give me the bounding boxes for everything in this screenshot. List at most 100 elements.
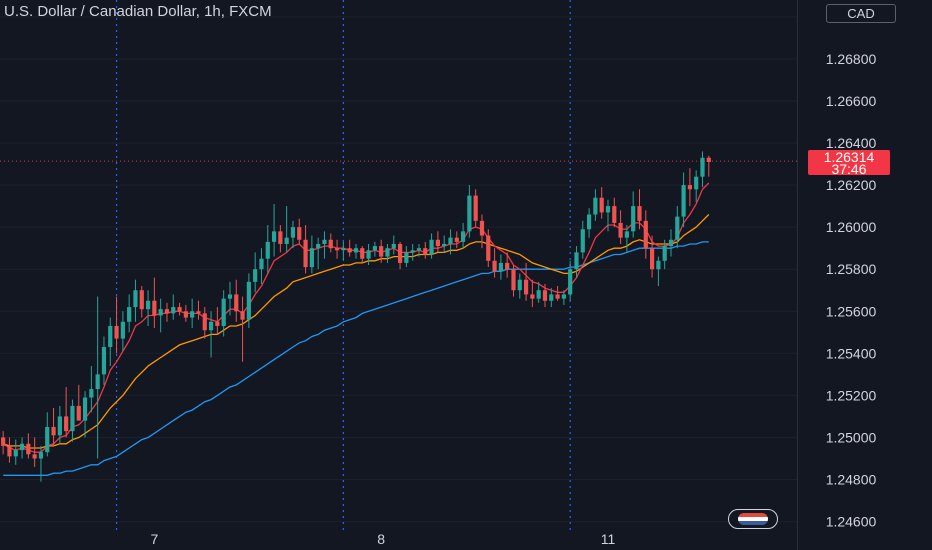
candle [202,307,207,339]
price-tick-label: 1.25600 [826,303,877,319]
candle-body [353,248,359,253]
candle [687,168,692,207]
candle-body [593,197,598,215]
candle [64,386,69,438]
candle [297,218,302,244]
candle [568,260,573,301]
candle [82,391,88,438]
candle-body [435,239,440,247]
candle [303,225,308,274]
candle [505,252,510,278]
candle [624,225,629,253]
candle-body [542,290,548,301]
currency-badge[interactable]: CAD [826,4,896,23]
candle [599,187,604,219]
candle [70,399,75,442]
candle-body [190,311,195,318]
candle [183,304,188,322]
candle [51,408,56,446]
candle-body [316,243,321,249]
candle-body [1,437,6,446]
us-flag-icon[interactable] [728,509,778,529]
candle [38,445,44,482]
candle-body [45,426,50,453]
candle-body [517,279,522,291]
candle-body [460,231,466,242]
candle [114,296,119,354]
candle-body [530,294,535,299]
candle-body [221,298,226,326]
candle [158,298,163,333]
candle [76,384,81,421]
candle [694,170,699,202]
candle-body [127,307,132,322]
candle-body [284,237,289,244]
price-tick-label: 1.26600 [826,93,877,109]
candle-body [662,246,667,261]
candle-body [89,389,94,398]
price-tick-label: 1.26200 [826,177,877,193]
candle-body [574,252,579,270]
candle-body [38,452,44,459]
candle-body [202,313,207,331]
candle-body [706,157,711,162]
candle [700,151,705,188]
price-tick-label: 1.25800 [826,261,877,277]
price-axis[interactable] [797,0,932,550]
candle-body [7,445,12,457]
candle [328,233,333,253]
candle-body [265,241,270,259]
candle-body [278,231,283,244]
candle [637,189,642,230]
candle [467,185,472,238]
candle [618,210,623,244]
candle [208,311,214,358]
candle-body [183,311,188,318]
candle-body [95,374,100,390]
bar-countdown: 37:46 [831,161,867,177]
candle-body [410,250,415,253]
price-tick-label: 1.24600 [826,514,877,530]
candle-body [215,321,220,326]
candle [530,279,535,308]
candle-body [423,248,428,255]
candle-body [568,269,573,295]
candle-body [681,185,686,217]
candle-body [177,307,182,312]
candle-body [234,294,239,312]
candle-body [347,248,352,253]
candle [511,265,516,297]
candle [265,225,270,274]
candle [234,279,239,322]
candle-body [271,231,277,242]
candles [1,151,711,482]
candle [479,214,485,249]
candle-body [675,216,680,240]
candle-body [404,252,409,263]
candle [227,281,233,316]
candle-body [561,294,566,299]
candle-body [101,347,107,375]
candle-body [13,450,18,457]
candle [574,246,579,278]
candle [561,290,566,305]
candle [549,288,554,308]
candle-body [694,176,699,190]
candle [240,296,245,362]
candle-body [391,243,396,249]
candle [347,239,352,257]
candle [19,437,25,459]
candle [423,241,428,259]
price-tick-label: 1.26400 [826,135,877,151]
candle [379,239,384,263]
candle [523,262,529,301]
candle-body [605,206,611,213]
candle [196,300,201,320]
candle [221,290,226,337]
candle [555,286,560,301]
candle [460,222,466,249]
candle-body [57,416,62,436]
candle-body [334,248,340,251]
candle-body [297,227,302,240]
